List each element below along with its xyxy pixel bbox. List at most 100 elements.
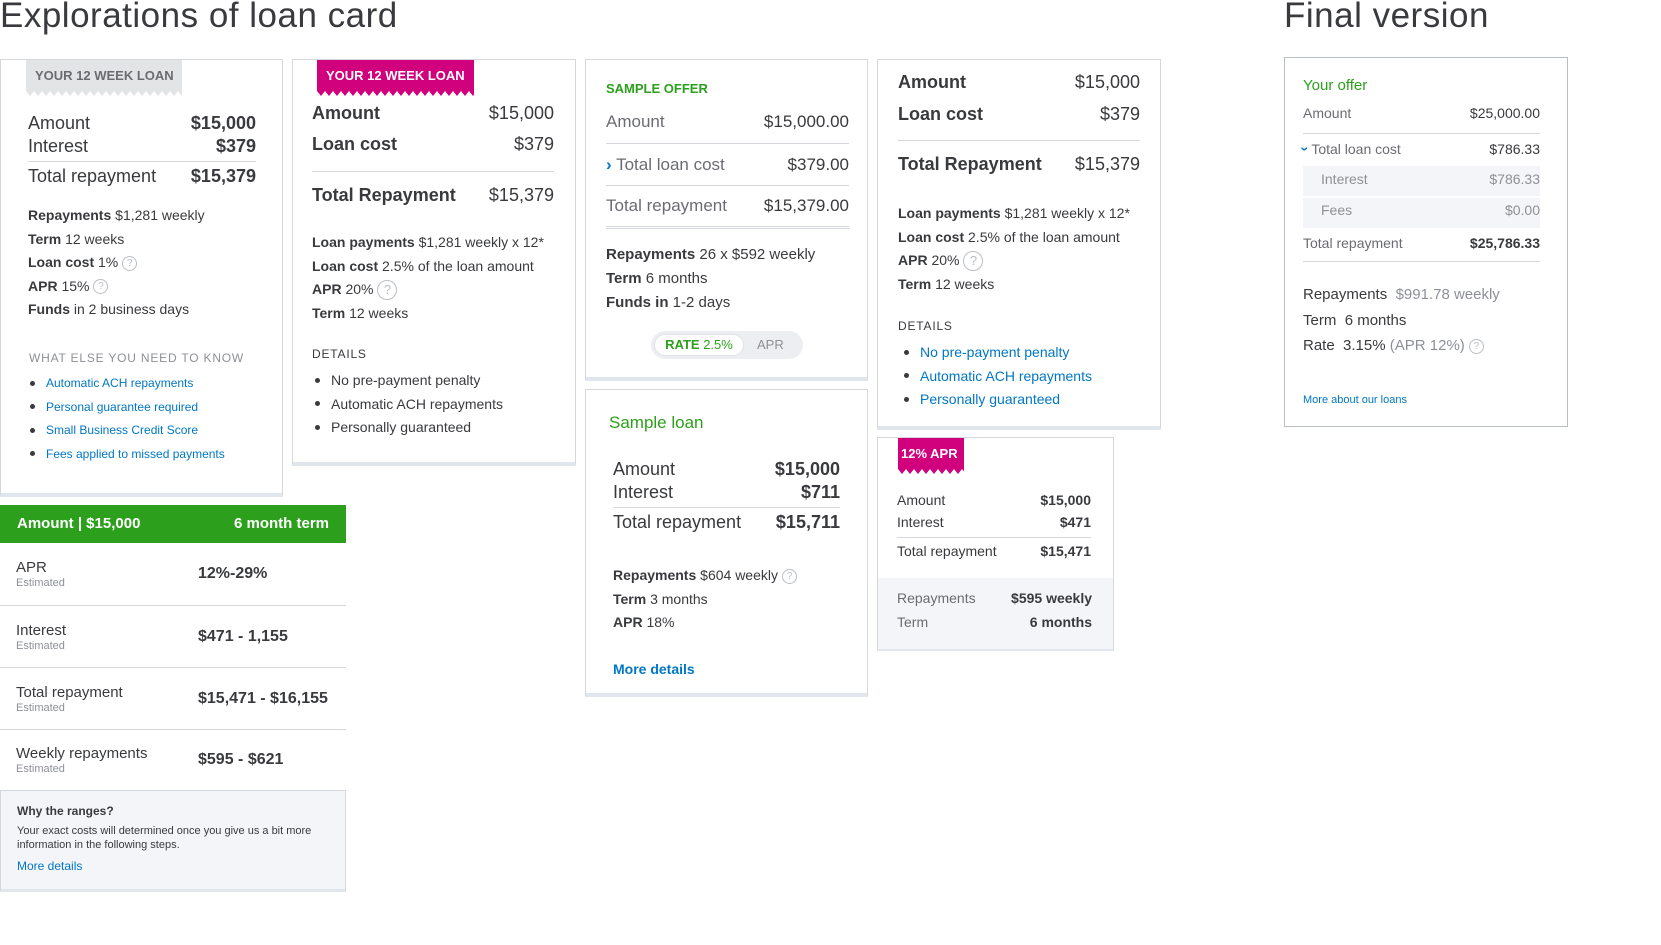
loan-card-4: Amount $15,000 Loan cost $379 Total Repaym… xyxy=(877,59,1161,430)
total-value: $15,379 xyxy=(488,185,554,205)
link-guarantee[interactable]: Personal guarantee required xyxy=(27,396,225,420)
range-sub: Estimated xyxy=(16,763,65,775)
row-label: Total repayment xyxy=(28,166,157,186)
range-label: Total repayment xyxy=(16,683,123,701)
detail-value: 6 months xyxy=(645,270,708,287)
range-value: $15,471 - $16,155 xyxy=(198,689,328,707)
detail-value: 12 weeks xyxy=(935,275,995,292)
row-label: Interest xyxy=(28,136,89,156)
detail-value: 20% xyxy=(345,281,374,297)
range-row: APR Estimated 12%-29% xyxy=(0,543,346,605)
help-icon[interactable]: ? xyxy=(122,255,138,271)
range-value: 12%-29% xyxy=(198,565,268,582)
link-guaranteed[interactable]: Personally guaranteed xyxy=(901,388,1092,412)
detail-value: $1,281 weekly x 12* xyxy=(418,234,544,250)
detail-key: Term xyxy=(898,275,932,292)
detail-key: Repayments xyxy=(613,567,697,583)
details-title: DETAILS xyxy=(312,347,367,361)
link-ach[interactable]: Automatic ACH repayments xyxy=(901,365,1092,389)
detail-key: Repayments xyxy=(606,246,696,263)
help-icon[interactable]: ? xyxy=(93,279,109,295)
detail-value: 1% xyxy=(98,254,119,270)
range-row: Interest Estimated $471 - 1,155 xyxy=(0,605,346,667)
zigzag-edge xyxy=(317,91,474,96)
more-about-loans-link[interactable]: More about our loans xyxy=(1303,394,1407,406)
range-value: $471 - 1,155 xyxy=(198,627,288,645)
sample-title: Sample loan xyxy=(609,413,704,432)
why-title: Why the ranges? xyxy=(17,804,114,818)
loan-card-apr: 12% APR Amount $15,000 Interest $471 Total… xyxy=(877,437,1114,651)
detail-value: 6 months xyxy=(1344,311,1407,329)
detail-value: $604 weekly xyxy=(700,567,778,583)
more-details-link[interactable]: More details xyxy=(17,859,83,873)
detail-value: in 2 business days xyxy=(73,301,190,317)
link-credit-score[interactable]: Small Business Credit Score xyxy=(27,419,225,443)
link-ach[interactable]: Automatic ACH repayments xyxy=(27,372,225,396)
header-term: 6 month term xyxy=(233,515,329,532)
loan-cost-expander[interactable]: › Total loan cost $379.00 xyxy=(606,143,849,185)
detail-key: APR xyxy=(312,281,342,297)
detail-value: $1,281 weekly xyxy=(115,207,205,223)
detail-key: Loan payments xyxy=(312,234,415,250)
help-icon[interactable]: ? xyxy=(1468,338,1484,354)
detail-value: 1-2 days xyxy=(672,294,731,311)
detail-key: APR xyxy=(28,277,58,294)
offer-tag: SAMPLE OFFER xyxy=(606,81,708,96)
row-label: Amount xyxy=(613,459,676,479)
detail-key: Term xyxy=(28,230,62,247)
loan-card-ranges: Amount | $15,000 6 month term APR Estimat… xyxy=(0,505,346,892)
range-row: Weekly repayments Estimated $595 - $621 xyxy=(0,729,346,791)
rate-label: RATE xyxy=(665,337,700,352)
range-sub: Estimated xyxy=(16,577,65,589)
detail-value: 3.15% xyxy=(1343,337,1386,354)
total-label: Total Repayment xyxy=(898,154,1042,174)
rate-apr-toggle[interactable]: RATE 2.5% APR xyxy=(651,331,803,359)
zigzag-edge xyxy=(898,469,964,474)
bullet-item: Automatic ACH repayments xyxy=(312,393,503,417)
row-value: $379 xyxy=(513,134,554,154)
total-value: $15,379 xyxy=(1074,154,1140,174)
help-icon[interactable]: ? xyxy=(377,280,398,301)
row-label: Amount xyxy=(28,113,91,133)
row-label: Loan cost xyxy=(898,104,984,124)
loan-cost-expander[interactable]: › Total loan cost $786.33 xyxy=(1297,133,1540,166)
row-label: Loan cost xyxy=(312,134,398,154)
range-label: Weekly repayments xyxy=(16,745,148,762)
link-prepayment[interactable]: No pre-payment penalty xyxy=(901,341,1092,365)
help-icon[interactable]: ? xyxy=(781,568,797,584)
detail-key: Term xyxy=(312,304,346,321)
link-fees[interactable]: Fees applied to missed payments xyxy=(27,443,225,467)
loan-card-1: YOUR 12 WEEK LOAN Amount $15,000 Interest… xyxy=(0,59,283,497)
range-row: Total repayment Estimated $15,471 - $16,15… xyxy=(0,667,346,729)
detail-value: 26 x $592 weekly xyxy=(699,246,816,263)
detail-key: Loan payments xyxy=(898,205,1001,221)
row-label: Amount xyxy=(606,112,665,131)
detail-value: $1,281 weekly x 12* xyxy=(1004,205,1130,221)
toggle-rate[interactable]: RATE 2.5% xyxy=(654,334,744,356)
detail-key: Repayments xyxy=(1303,286,1388,303)
loan-tag: YOUR 12 WEEK LOAN xyxy=(317,60,474,96)
more-details-link[interactable]: More details xyxy=(613,661,695,677)
help-icon[interactable]: ? xyxy=(963,251,984,272)
detail-value: 12 weeks xyxy=(349,304,409,321)
toggle-apr[interactable]: APR xyxy=(757,337,784,352)
row-value: $15,000 xyxy=(774,459,840,479)
row-value: $15,000.00 xyxy=(763,112,849,131)
row-label: Total repayment xyxy=(613,512,742,532)
sub-value: $0.00 xyxy=(1504,202,1540,218)
apr-tag-label: 12% APR xyxy=(901,446,958,461)
row-value: $15,000 xyxy=(1074,72,1140,92)
detail-value: $991.78 weekly xyxy=(1395,286,1500,303)
detail-key: Repayments xyxy=(28,207,112,223)
chevron-right-icon: › xyxy=(606,155,612,174)
sub-label: Fees xyxy=(1321,202,1353,218)
amount-value: $25,000.00 xyxy=(1469,105,1540,121)
loan-card-sample: Sample loan Amount $15,000 Interest $711 T… xyxy=(585,389,868,697)
details-title: DETAILS xyxy=(898,319,953,333)
apr-tag: 12% APR xyxy=(898,438,964,474)
row-value: $15,471 xyxy=(1040,543,1091,559)
row-value: $15,000 xyxy=(488,103,554,123)
detail-value: 20% xyxy=(931,252,960,268)
row-label: Interest xyxy=(897,514,944,530)
row-value: $15,000 xyxy=(1040,492,1091,508)
